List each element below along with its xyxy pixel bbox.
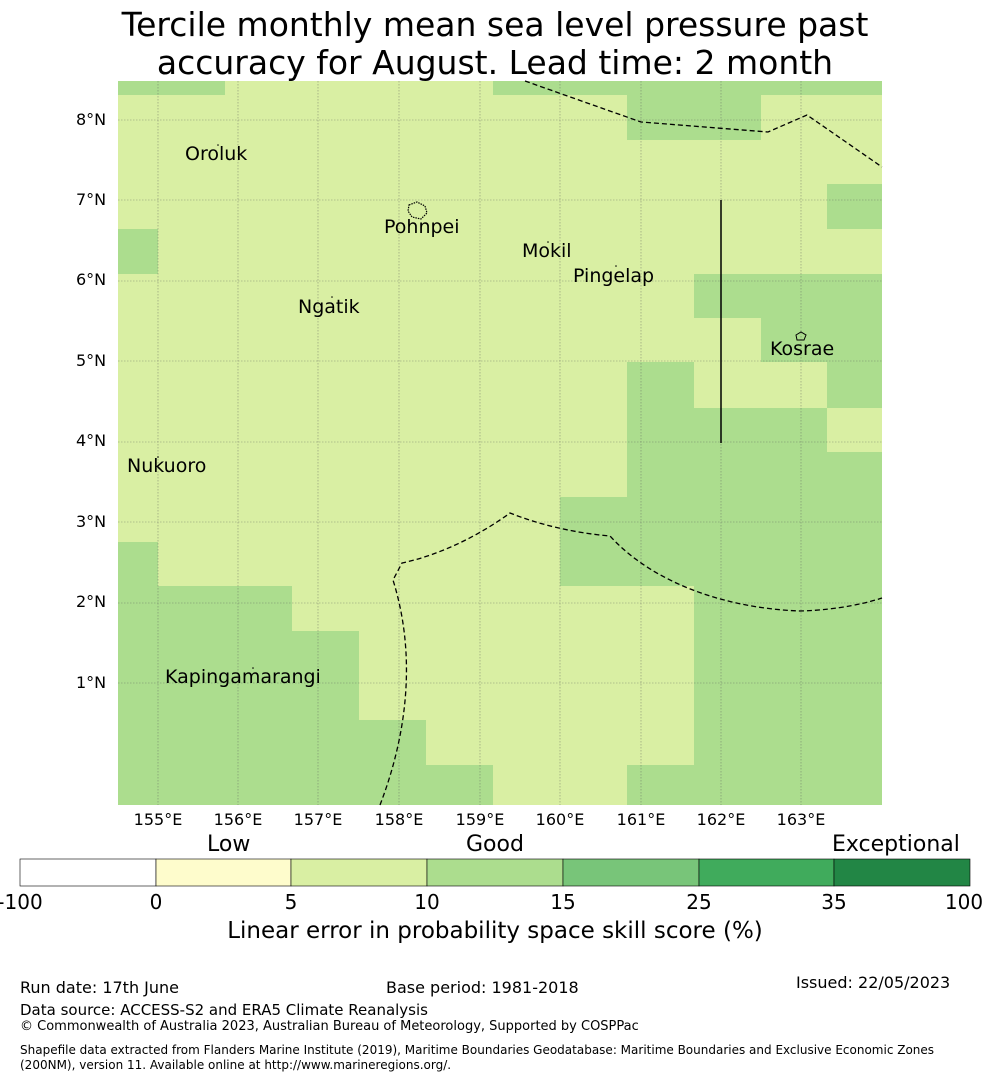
lon-label: 161°E xyxy=(616,810,666,829)
lat-label: 4°N xyxy=(76,431,107,450)
lat-label: 6°N xyxy=(76,270,107,289)
grid-lines xyxy=(118,81,882,805)
lon-label: 160°E xyxy=(535,810,585,829)
lat-label: 5°N xyxy=(76,351,107,370)
lon-label: 158°E xyxy=(374,810,424,829)
lon-label: 157°E xyxy=(293,810,343,829)
eez-boundaries xyxy=(379,80,883,806)
lat-label: 8°N xyxy=(76,110,107,129)
run-date: Run date: 17th June xyxy=(20,978,180,997)
lat-label: 7°N xyxy=(76,190,107,209)
place-label-kosrae: Kosrae xyxy=(770,338,835,360)
place-label-mokil: Mokil xyxy=(522,240,572,262)
atoll-dots xyxy=(157,144,617,669)
colorbar-tick: 100 xyxy=(944,890,984,914)
colorbar-tick: -100 xyxy=(0,890,43,914)
lat-label: 2°N xyxy=(76,592,107,611)
lon-label: 162°E xyxy=(696,810,746,829)
place-label-ngatik: Ngatik xyxy=(298,296,360,318)
place-label-pohnpei: Pohnpei xyxy=(384,216,460,238)
lat-label: 3°N xyxy=(76,512,107,531)
data-source: Data source: ACCESS-S2 and ERA5 Climate … xyxy=(20,1001,428,1019)
medium-skill-cells xyxy=(118,81,882,805)
colorbar-category-exceptional: Exceptional xyxy=(832,832,960,857)
shapefile-credit: Shapefile data extracted from Flanders M… xyxy=(20,1043,935,1072)
colorbar-tick: 0 xyxy=(149,890,163,914)
colorbar-category-good: Good xyxy=(466,832,524,857)
issued-date: Issued: 22/05/2023 xyxy=(796,973,951,992)
copyright: © Commonwealth of Australia 2023, Austra… xyxy=(20,1019,639,1034)
colorbar xyxy=(19,858,971,887)
colorbar-label: Linear error in probability space skill … xyxy=(227,918,763,944)
colorbar-tick: 10 xyxy=(414,890,440,914)
lon-label: 155°E xyxy=(133,810,183,829)
lon-label: 156°E xyxy=(213,810,263,829)
place-label-pingelap: Pingelap xyxy=(573,265,655,287)
kosrae-island-icon xyxy=(795,331,807,341)
place-label-kapingamarangi: Kapingamarangi xyxy=(165,666,321,688)
place-label-nukuoro: Nukuoro xyxy=(127,455,207,477)
colorbar-tick: 5 xyxy=(284,890,298,914)
lat-label: 1°N xyxy=(76,673,107,692)
lon-label: 163°E xyxy=(776,810,826,829)
title-line-1: Tercile monthly mean sea level pressure … xyxy=(121,5,869,44)
chart-title: Tercile monthly mean sea level pressure … xyxy=(0,6,990,82)
colorbar-tick: 35 xyxy=(821,890,847,914)
title-line-2: accuracy for August. Lead time: 2 month xyxy=(156,43,834,82)
place-label-oroluk: Oroluk xyxy=(185,143,248,165)
colorbar-category-low: Low xyxy=(207,832,251,857)
lon-label: 159°E xyxy=(455,810,505,829)
pohnpei-island-icon xyxy=(407,201,428,220)
colorbar-tick: 25 xyxy=(686,890,712,914)
base-period: Base period: 1981-2018 xyxy=(386,978,579,997)
colorbar-tick: 15 xyxy=(550,890,576,914)
